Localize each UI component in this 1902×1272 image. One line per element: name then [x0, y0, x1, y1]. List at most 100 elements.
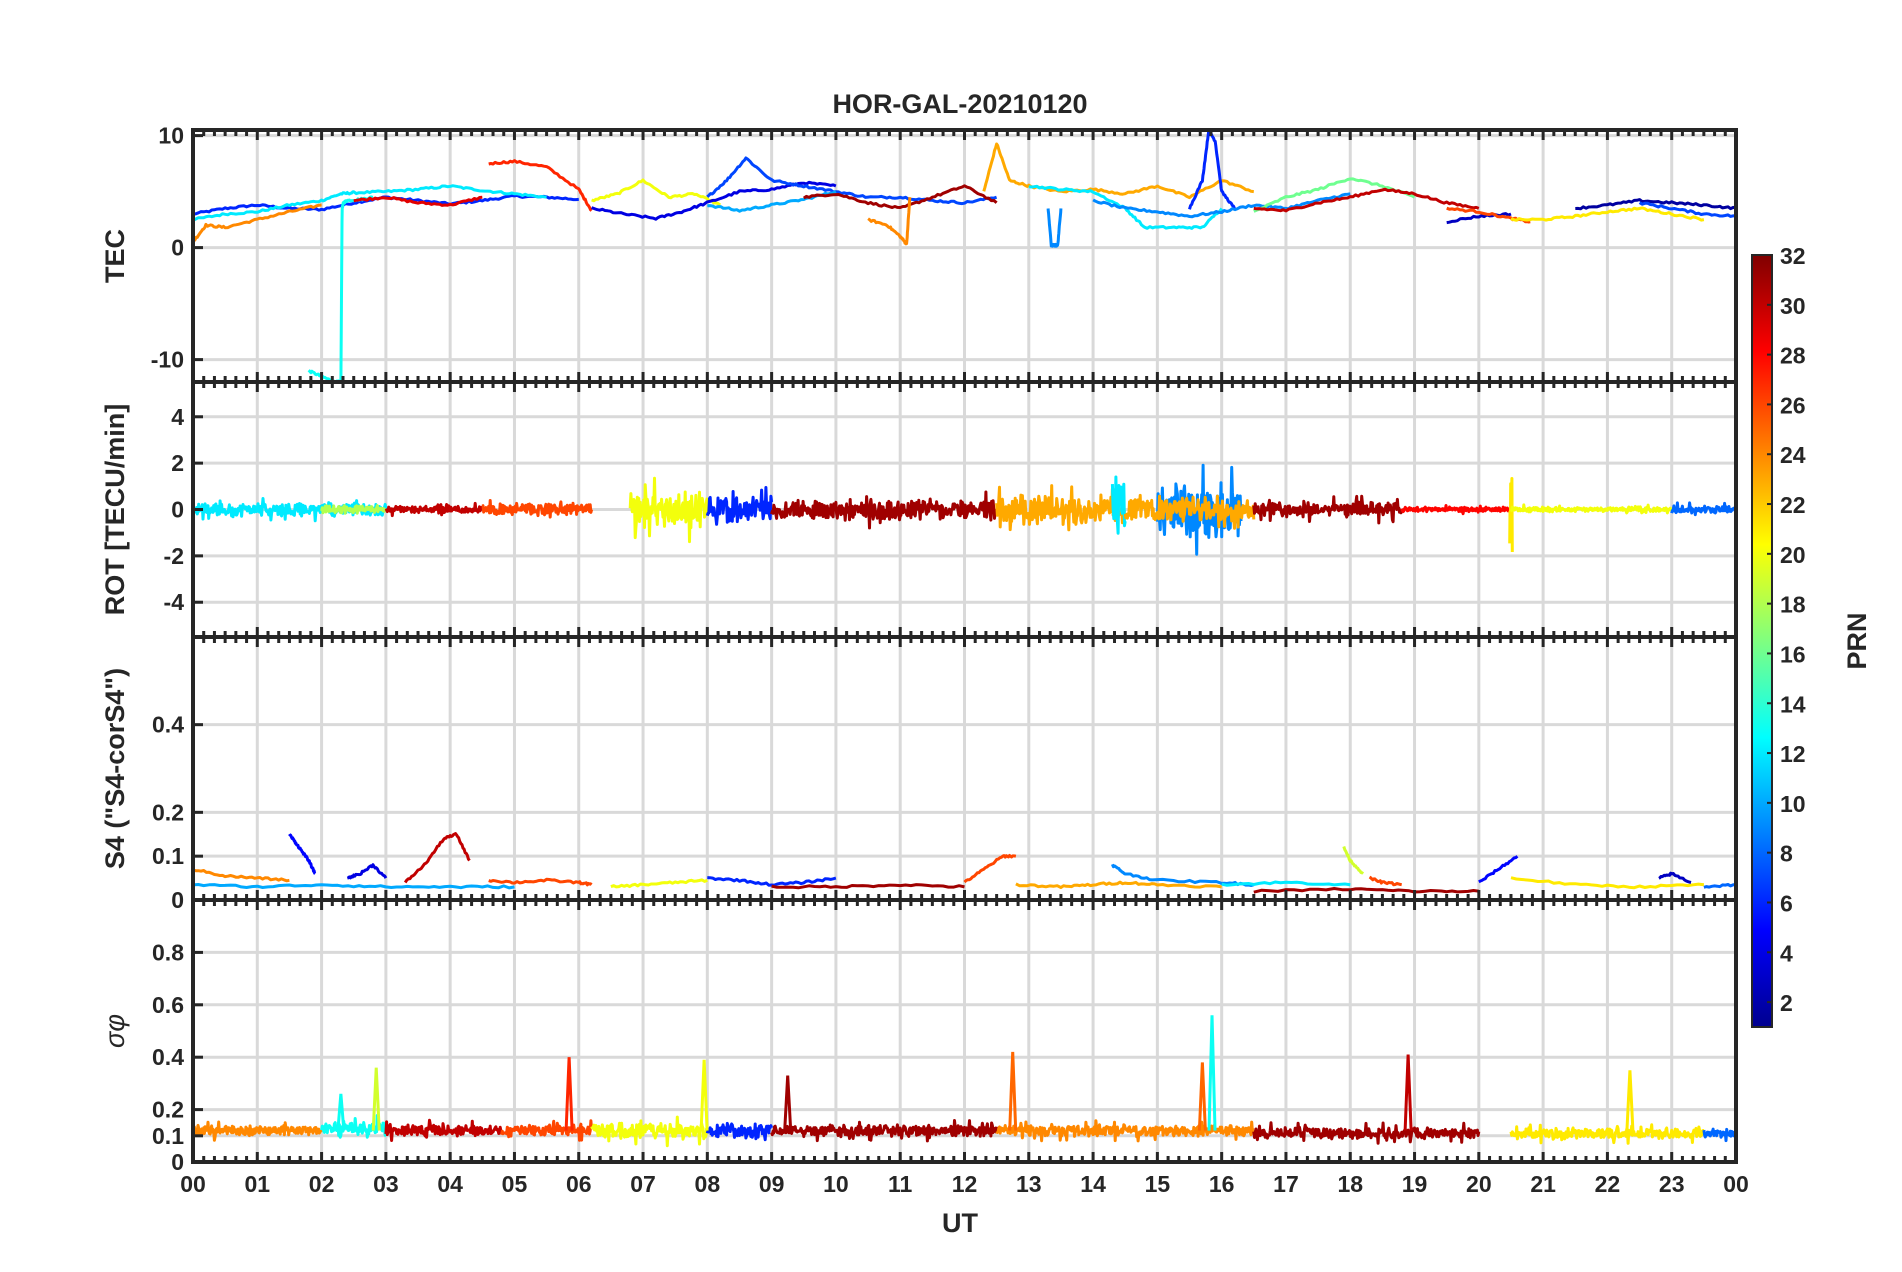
sigma-edge-ticks	[191, 900, 1738, 1162]
x-tick-label: 16	[1209, 1171, 1235, 1197]
colorbar-tick-label: 32	[1780, 243, 1806, 269]
sigma-series-prn-30	[384, 1118, 503, 1142]
tec-ytick-label: -10	[151, 347, 184, 373]
s4-series-prn-24	[193, 868, 290, 883]
x-tick-label: 02	[309, 1171, 335, 1197]
sigma-series-prn-20	[590, 1115, 709, 1148]
x-tick-label: 06	[566, 1171, 592, 1197]
rot-series-prn-21	[1508, 477, 1514, 553]
x-tick-label: 08	[695, 1171, 721, 1197]
colorbar-tick-label: 12	[1780, 741, 1806, 767]
sigma-series-prn-31	[770, 1119, 999, 1143]
s4-series	[193, 832, 1736, 894]
tec-ytick-label: 0	[171, 235, 184, 261]
colorbar-tick-label: 22	[1780, 492, 1806, 518]
chart-title: HOR-GAL-20210120	[832, 89, 1087, 119]
colorbar-tick-label: 24	[1780, 442, 1806, 468]
x-tick-label: 15	[1145, 1171, 1171, 1197]
rot-series-prn-8	[1670, 501, 1736, 517]
x-tick-label: 19	[1402, 1171, 1428, 1197]
x-tick-label: 14	[1080, 1171, 1106, 1197]
rot-ytick-label: 0	[171, 497, 184, 523]
tec-series-prn-12	[193, 184, 547, 222]
tec-series-prn-27	[488, 159, 593, 212]
colorbar-label: PRN	[1842, 612, 1872, 669]
tec-series-prn-16	[1253, 177, 1416, 213]
rot-series-prn-12	[1110, 475, 1127, 535]
tec-series-prn-2	[1575, 198, 1736, 211]
x-tick-label: 18	[1337, 1171, 1363, 1197]
x-tick-label: 09	[759, 1171, 785, 1197]
tec-series-prn-20	[591, 178, 722, 207]
x-tick-label: 12	[952, 1171, 978, 1197]
colorbar-tick-label: 16	[1780, 641, 1806, 667]
colorbar-tick-label: 20	[1780, 542, 1806, 568]
tec-series-prn-31	[802, 184, 998, 209]
rot-series-prn-31	[770, 490, 999, 530]
tec-series-prn-30	[1253, 187, 1480, 213]
rot-series-prn-6	[705, 486, 774, 526]
s4-series-prn-31	[771, 883, 965, 890]
sigma-ytick-label: 0.1	[152, 1123, 184, 1149]
sigma-series-prn-24	[193, 1120, 323, 1142]
rot-ytick-label: -2	[164, 543, 184, 569]
s4-series-prn-8	[1703, 883, 1736, 889]
x-tick-label: 04	[437, 1171, 463, 1197]
x-tick-label: 10	[823, 1171, 849, 1197]
rot-series-prn-23	[995, 484, 1126, 532]
tec-series-prn-21	[1510, 206, 1705, 222]
colorbar-tick-label: 2	[1780, 990, 1793, 1016]
s4-series-prn-20	[610, 878, 708, 889]
rot-ytick-label: 4	[171, 404, 184, 430]
x-tick-label: 20	[1466, 1171, 1492, 1197]
panel-tec: -10 0 10 TEC	[100, 123, 1738, 384]
rot-ylabel: ROT [TECU/min]	[100, 404, 130, 615]
s4-ytick-label: 0.1	[152, 843, 184, 869]
s4-series-prn-3	[1658, 871, 1692, 884]
x-tick-label: 01	[244, 1171, 270, 1197]
sigma-spike-prn-25	[1008, 1051, 1018, 1131]
sigma-spike-prn-13	[1207, 1015, 1217, 1131]
sigma-ylabel: σφ	[100, 1014, 130, 1048]
rot-series-prn-20	[628, 476, 709, 544]
panel-rot: -4 -2 0 2 4 ROT [TECU/min]	[100, 380, 1738, 639]
s4-series-prn-5	[288, 833, 317, 875]
sigma-series-prn-31	[1252, 1121, 1481, 1145]
x-tick-label: 00	[1723, 1171, 1749, 1197]
x-tick-label: 00	[180, 1171, 206, 1197]
colorbar-gradient	[1751, 254, 1773, 1028]
s4-series-prn-31	[1253, 887, 1479, 894]
sigma-series-prn-6	[705, 1121, 774, 1142]
tec-series-prn-9	[1046, 208, 1063, 248]
sigma-series-prn-13	[320, 1114, 388, 1139]
x-tick-label: 07	[630, 1171, 656, 1197]
sigma-series-prn-8	[1702, 1127, 1736, 1143]
x-tick-label: 13	[1016, 1171, 1042, 1197]
colorbar-tick-label: 26	[1780, 392, 1806, 418]
colorbar-tick-label: 30	[1780, 293, 1806, 319]
s4-series-prn-19	[1342, 846, 1365, 875]
tec-ylabel: TEC	[100, 229, 130, 283]
tec-series-prn-9	[1092, 192, 1351, 219]
x-tick-label: 23	[1659, 1171, 1685, 1197]
sigma-series-prn-26	[500, 1119, 594, 1142]
sigma-spike-prn-31	[783, 1075, 793, 1131]
sigma-ytick-label: 0.8	[152, 939, 184, 965]
colorbar-tick-label: 28	[1780, 343, 1806, 369]
sigma-spike-prn-13	[336, 1093, 346, 1131]
x-tick-label: 17	[1273, 1171, 1299, 1197]
tec-series-prn-23	[982, 142, 1254, 200]
colorbar-tick-label: 6	[1780, 890, 1793, 916]
tec-series-prn-24	[193, 203, 322, 244]
s4-series-prn-26	[963, 854, 1017, 884]
sigma-ytick-label: 0	[171, 1149, 184, 1175]
colorbar-tick-label: 4	[1780, 940, 1793, 966]
x-axis-label: UT	[942, 1208, 978, 1238]
tec-series-prn-29	[353, 195, 483, 207]
s4-ytick-label: 0	[171, 887, 184, 913]
tec-series-prn-24	[867, 197, 912, 246]
x-tick-label: 03	[373, 1171, 399, 1197]
sigma-series-prn-21	[1509, 1123, 1705, 1145]
